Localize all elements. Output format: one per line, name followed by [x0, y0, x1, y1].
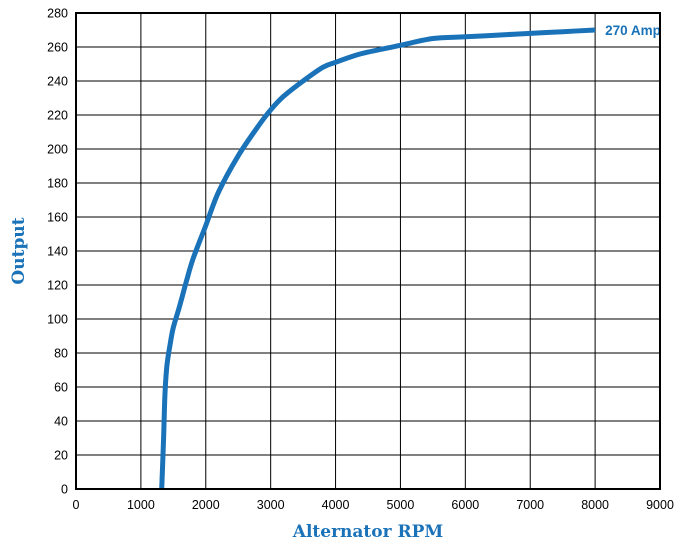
y-tick-label: 0 — [61, 483, 68, 497]
y-tick-label: 280 — [47, 7, 68, 21]
x-tick-label: 4000 — [322, 498, 350, 512]
y-tick-label: 140 — [47, 245, 68, 259]
x-tick-label: 7000 — [516, 498, 544, 512]
y-axis-tick-labels: 0 20 40 60 80 100 120 140 160 180 200 220 240 260 280 — [47, 7, 68, 497]
x-axis-title: Alternator RPM — [292, 522, 444, 542]
y-tick-label: 200 — [47, 143, 68, 157]
y-tick-label: 160 — [47, 211, 68, 225]
x-tick-label: 2000 — [192, 498, 220, 512]
annotations-layer: 270 Amp — [605, 23, 661, 38]
x-tick-label: 6000 — [451, 498, 479, 512]
max-output-label: 270 Amp — [605, 23, 661, 38]
y-tick-label: 220 — [47, 109, 68, 123]
y-tick-label: 120 — [47, 279, 68, 293]
x-axis-tick-labels: 0 1000 2000 3000 4000 5000 6000 7000 8000 9000 — [73, 498, 674, 512]
x-tick-label: 8000 — [581, 498, 609, 512]
y-tick-label: 260 — [47, 41, 68, 55]
y-tick-label: 60 — [54, 381, 68, 395]
x-tick-label: 3000 — [257, 498, 285, 512]
y-tick-label: 240 — [47, 75, 68, 89]
series-layer — [159, 27, 596, 490]
y-tick-label: 40 — [54, 415, 68, 429]
y-tick-label: 180 — [47, 177, 68, 191]
y-tick-label: 80 — [54, 347, 68, 361]
output-curve — [159, 27, 596, 490]
y-tick-label: 20 — [54, 449, 68, 463]
x-tick-label: 1000 — [127, 498, 155, 512]
plot-frame — [75, 12, 661, 490]
x-tick-label: 5000 — [387, 498, 415, 512]
y-axis-title: Output — [9, 217, 29, 284]
x-tick-label: 9000 — [646, 498, 674, 512]
x-tick-label: 0 — [73, 498, 80, 512]
y-tick-label: 100 — [47, 313, 68, 327]
